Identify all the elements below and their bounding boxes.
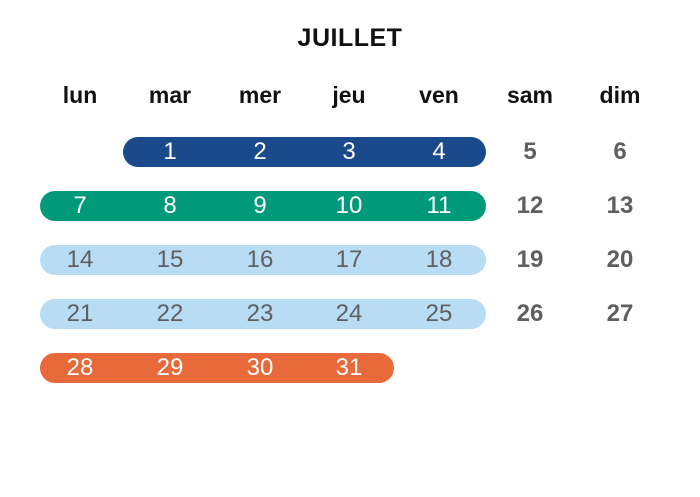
weekday-lun: lun xyxy=(62,82,98,108)
day-1[interactable]: 1 xyxy=(163,138,177,165)
day-22[interactable]: 22 xyxy=(156,300,184,327)
month-title: JUILLET xyxy=(297,24,403,52)
day-27[interactable]: 27 xyxy=(606,300,634,327)
day-17[interactable]: 17 xyxy=(335,246,363,273)
weekday-jeu: jeu xyxy=(332,82,366,108)
day-10[interactable]: 10 xyxy=(335,192,363,219)
day-28[interactable]: 28 xyxy=(66,354,94,381)
week-5-bar xyxy=(40,353,394,383)
week-2-bar xyxy=(40,191,486,221)
weekday-mer: mer xyxy=(238,82,282,108)
day-6[interactable]: 6 xyxy=(613,138,627,165)
day-8[interactable]: 8 xyxy=(163,192,177,219)
day-18[interactable]: 18 xyxy=(425,246,453,273)
weekday-mar: mar xyxy=(148,82,192,108)
day-23[interactable]: 23 xyxy=(246,300,274,327)
week-4-bar xyxy=(40,299,486,329)
weekday-ven: ven xyxy=(419,82,459,108)
day-3[interactable]: 3 xyxy=(342,138,356,165)
day-5[interactable]: 5 xyxy=(523,138,537,165)
weekday-sam: sam xyxy=(506,82,554,108)
day-30[interactable]: 30 xyxy=(246,354,274,381)
day-7[interactable]: 7 xyxy=(73,192,87,219)
day-25[interactable]: 25 xyxy=(425,300,453,327)
day-29[interactable]: 29 xyxy=(156,354,184,381)
day-26[interactable]: 26 xyxy=(516,300,544,327)
weekday-dim: dim xyxy=(599,82,641,108)
week-1-bar xyxy=(123,137,486,167)
day-2[interactable]: 2 xyxy=(253,138,267,165)
day-20[interactable]: 20 xyxy=(606,246,634,273)
day-13[interactable]: 13 xyxy=(606,192,634,219)
day-15[interactable]: 15 xyxy=(156,246,184,273)
day-11[interactable]: 11 xyxy=(426,192,452,219)
week-3-bar xyxy=(40,245,486,275)
day-21[interactable]: 21 xyxy=(66,300,94,327)
day-31[interactable]: 31 xyxy=(335,354,363,381)
day-16[interactable]: 16 xyxy=(246,246,274,273)
day-9[interactable]: 9 xyxy=(253,192,267,219)
day-19[interactable]: 19 xyxy=(516,246,544,273)
day-14[interactable]: 14 xyxy=(66,246,94,273)
day-24[interactable]: 24 xyxy=(335,300,363,327)
day-12[interactable]: 12 xyxy=(516,192,544,219)
day-4[interactable]: 4 xyxy=(432,138,446,165)
